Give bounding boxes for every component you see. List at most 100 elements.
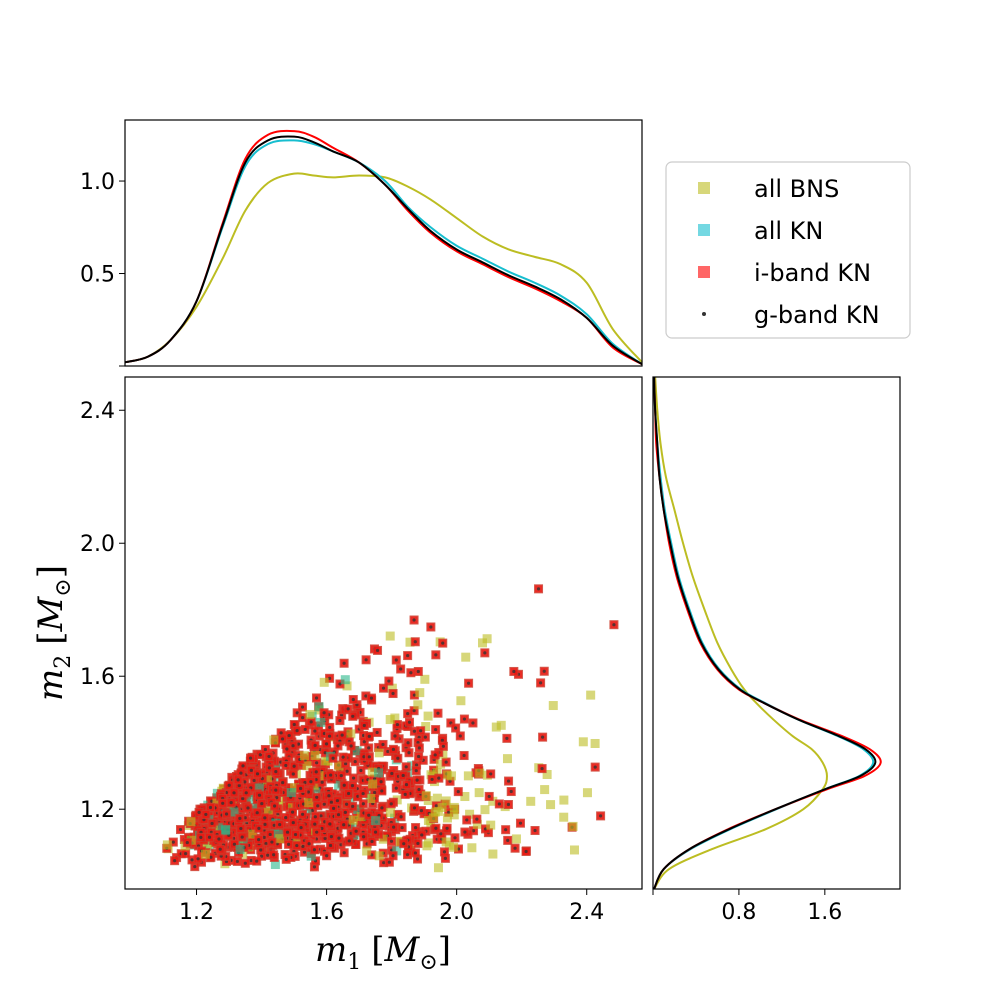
scatter-point-g-band-kn xyxy=(441,641,445,645)
scatter-point-g-band-kn xyxy=(362,723,366,728)
scatter-point-all-bns xyxy=(502,754,512,764)
scatter-point-all-kn xyxy=(238,837,248,847)
scatter-point-g-band-kn xyxy=(217,837,221,841)
scatter-point-g-band-kn xyxy=(243,780,247,784)
scatter-point-all-bns xyxy=(463,771,473,781)
right-curve-all-bns xyxy=(653,376,828,890)
scatter-point-g-band-kn xyxy=(259,848,263,852)
scatter-point-g-band-kn xyxy=(447,810,451,814)
scatter-point-g-band-kn xyxy=(489,772,493,776)
scatter-point-g-band-kn xyxy=(257,826,261,830)
scatter-point-g-band-kn xyxy=(309,720,313,724)
scatter-point-all-bns xyxy=(362,846,372,856)
scatter-point-g-band-kn xyxy=(453,836,457,840)
legend-box xyxy=(665,161,911,339)
scatter-point-g-band-kn xyxy=(314,770,318,774)
scatter-point-g-band-kn xyxy=(354,829,358,833)
scatter-point-g-band-kn xyxy=(409,671,413,675)
scatter-point-all-kn xyxy=(306,851,316,861)
scatter-point-g-band-kn xyxy=(390,771,394,776)
y-tick-label: 2.4 xyxy=(80,399,115,424)
scatter-point-g-band-kn xyxy=(281,781,285,785)
scatter-point-g-band-kn xyxy=(204,812,208,817)
scatter-point-g-band-kn xyxy=(434,804,438,808)
legend-label: all KN xyxy=(754,217,823,245)
scatter-point-g-band-kn xyxy=(412,729,417,733)
scatter-point-g-band-kn xyxy=(404,765,408,769)
scatter-point-g-band-kn xyxy=(313,815,317,819)
scatter-point-all-bns xyxy=(262,775,272,785)
legend-entries: all BNS all KN i-band KN g-band KN xyxy=(698,175,880,329)
scatter-point-all-bns xyxy=(449,810,459,820)
scatter-point-all-bns xyxy=(548,701,558,711)
scatter-point-all-bns xyxy=(482,634,492,644)
scatter-point-all-bns xyxy=(162,840,172,850)
scatter-point-all-bns xyxy=(200,849,210,859)
scatter-point-g-band-kn xyxy=(209,855,213,859)
scatter-point-g-band-kn xyxy=(393,734,397,738)
scatter-point-g-band-kn xyxy=(367,813,371,817)
scatter-point-g-band-kn xyxy=(243,816,247,820)
scatter-point-g-band-kn xyxy=(285,747,289,751)
scatter-point-g-band-kn xyxy=(328,843,333,848)
scatter-point-g-band-kn xyxy=(375,648,380,653)
scatter-point-g-band-kn xyxy=(440,738,444,742)
scatter-point-g-band-kn xyxy=(344,762,348,766)
scatter-point-g-band-kn xyxy=(237,783,241,788)
scatter-point-g-band-kn xyxy=(312,865,317,869)
scatter-point-g-band-kn xyxy=(295,843,299,848)
legend-marker xyxy=(698,182,710,194)
scatter-point-g-band-kn xyxy=(599,814,603,818)
scatter-point-g-band-kn xyxy=(367,734,371,738)
scatter-point-all-bns xyxy=(442,813,452,823)
scatter-point-g-band-kn xyxy=(329,800,334,804)
scatter-point-g-band-kn xyxy=(193,865,197,869)
scatter-point-g-band-kn xyxy=(342,823,346,827)
scatter-point-g-band-kn xyxy=(313,822,317,826)
top-marginal-panel: 0.5 1.0 xyxy=(80,119,643,367)
scatter-point-g-band-kn xyxy=(301,716,305,720)
scatter-point-g-band-kn xyxy=(235,859,239,864)
scatter-point-g-band-kn xyxy=(391,854,395,858)
scatter-point-all-bns xyxy=(310,750,320,760)
top-marginal-curves xyxy=(124,129,643,366)
scatter-point-g-band-kn xyxy=(471,829,476,833)
scatter-point-g-band-kn xyxy=(412,709,416,713)
scatter-point-all-kn xyxy=(286,788,296,798)
scatter-point-all-kn xyxy=(316,717,326,727)
scatter-point-g-band-kn xyxy=(412,806,417,810)
scatter-point-g-band-kn xyxy=(436,711,440,715)
scatter-point-all-bns xyxy=(578,737,588,747)
scatter-point-all-bns xyxy=(569,845,579,855)
scatter-point-g-band-kn xyxy=(412,618,416,622)
scatter-point-all-bns xyxy=(304,798,314,808)
scatter-point-g-band-kn xyxy=(338,682,342,686)
scatter-point-all-bns xyxy=(590,738,600,748)
scatter-point-g-band-kn xyxy=(328,822,332,826)
scatter-point-g-band-kn xyxy=(394,658,398,662)
scatter-point-all-bns xyxy=(421,722,431,732)
scatter-point-g-band-kn xyxy=(387,679,391,683)
scatter-point-g-band-kn xyxy=(612,623,616,627)
scatter-point-g-band-kn xyxy=(341,755,345,759)
scatter-point-g-band-kn xyxy=(178,827,183,832)
scatter-point-g-band-kn xyxy=(382,861,386,865)
scatter-point-g-band-kn xyxy=(239,771,243,775)
scatter-point-g-band-kn xyxy=(252,778,256,783)
scatter-point-all-kn xyxy=(334,780,344,790)
scatter-point-all-bns xyxy=(436,759,446,769)
scatter-point-g-band-kn xyxy=(329,773,333,777)
scatter-point-g-band-kn xyxy=(536,587,541,591)
scatter-point-g-band-kn xyxy=(322,802,326,806)
scatter-point-all-bns xyxy=(488,796,498,806)
scatter-point-g-band-kn xyxy=(319,814,323,818)
scatter-point-g-band-kn xyxy=(339,773,343,778)
scatter-point-g-band-kn xyxy=(299,786,303,791)
scatter-point-g-band-kn xyxy=(405,853,410,857)
scatter-point-g-band-kn xyxy=(249,768,253,772)
right-x-tick-label: 0.8 xyxy=(721,900,756,925)
scatter-point-all-bns xyxy=(299,751,309,761)
scatter-point-g-band-kn xyxy=(463,830,467,834)
scatter-point-g-band-kn xyxy=(293,832,298,837)
scatter-point-g-band-kn xyxy=(346,707,350,711)
